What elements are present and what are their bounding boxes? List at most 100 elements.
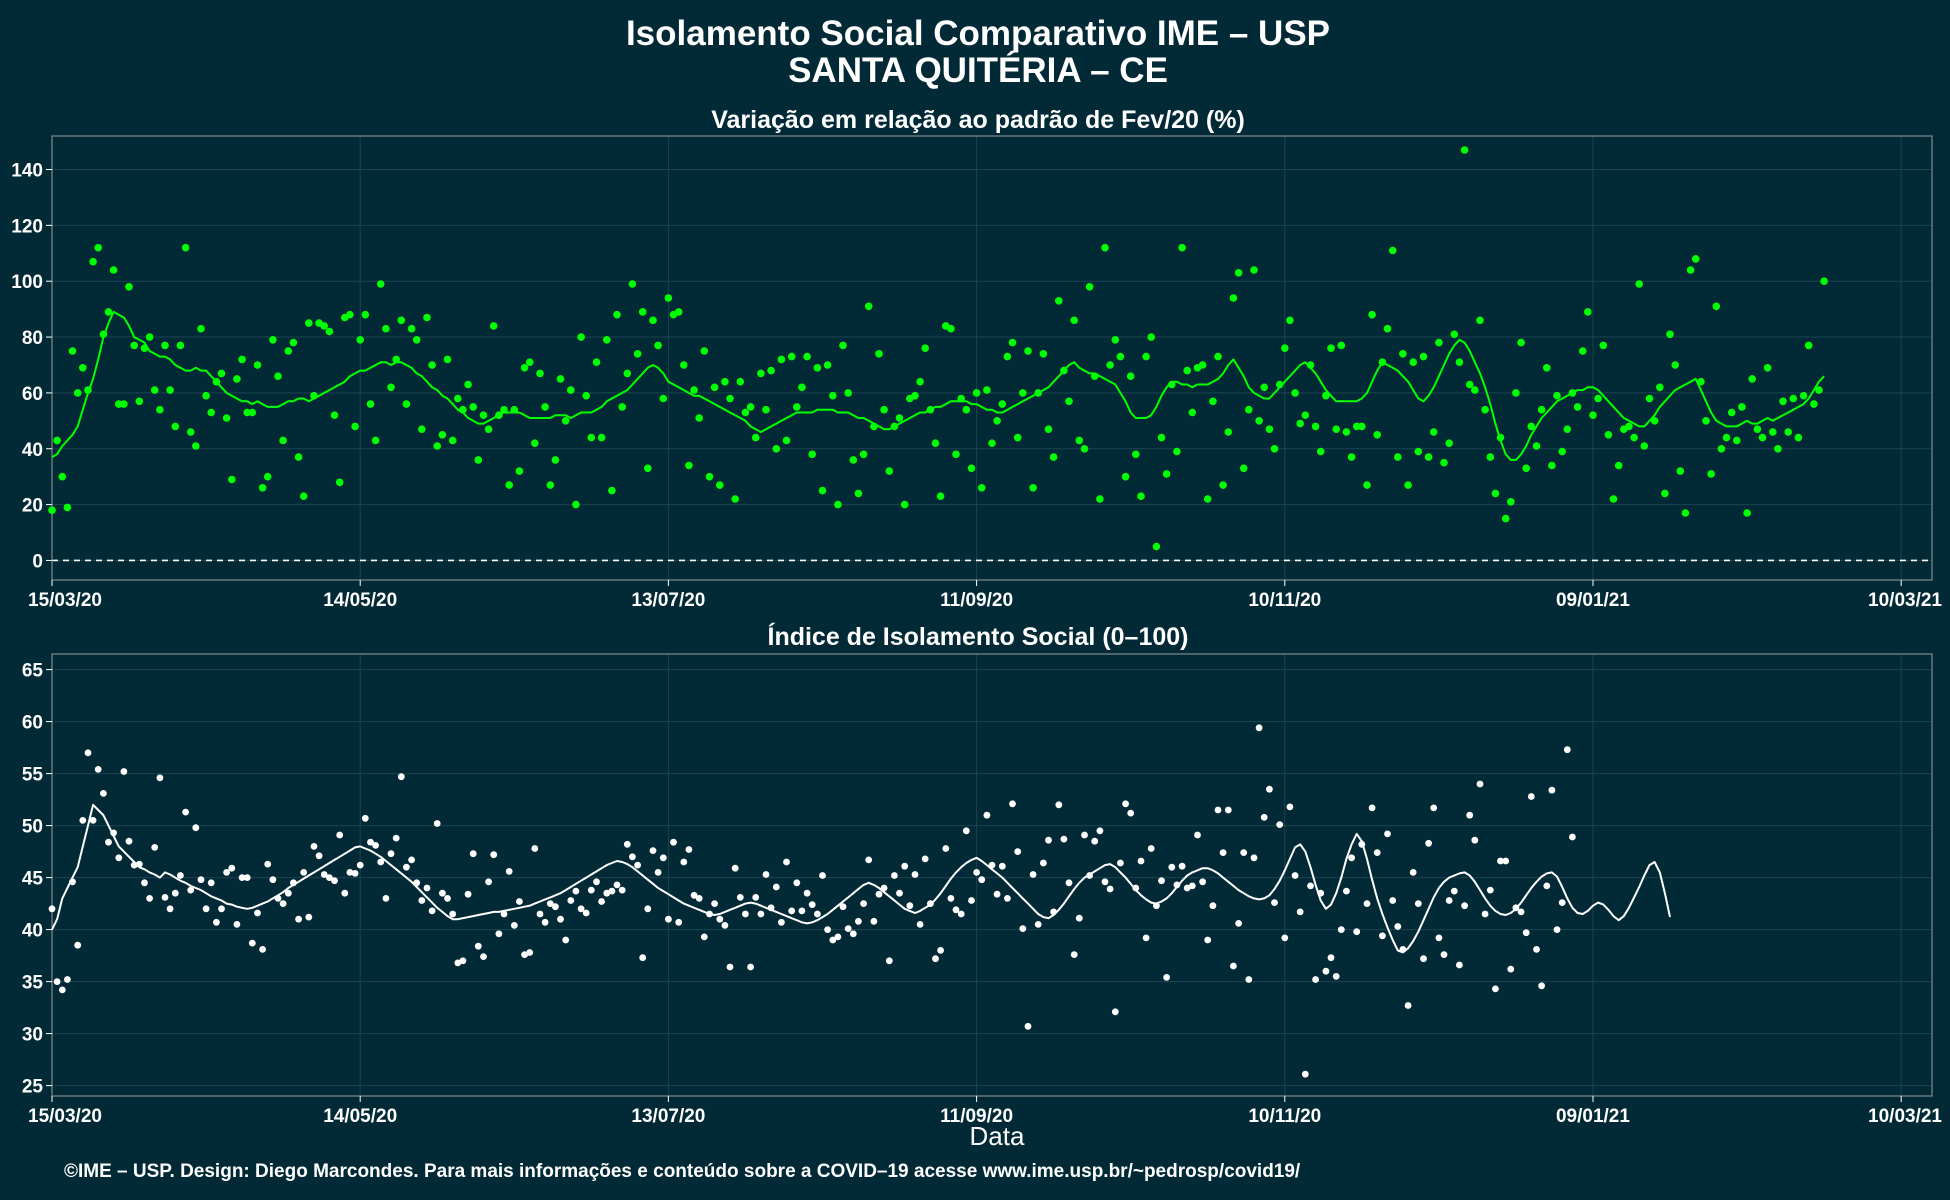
bottom-data-point xyxy=(834,933,842,941)
top-data-point xyxy=(1152,542,1161,551)
top-data-point xyxy=(1553,391,1561,400)
bottom-data-point xyxy=(860,900,867,907)
top-data-point xyxy=(736,377,745,386)
top-data-point xyxy=(721,377,729,386)
bottom-data-point xyxy=(1024,1022,1032,1030)
top-data-point xyxy=(1101,243,1109,252)
bottom-data-point xyxy=(1497,857,1504,865)
bottom-data-point xyxy=(1034,921,1042,928)
top-y-tick-label: 80 xyxy=(22,328,43,349)
top-data-point xyxy=(1183,366,1191,375)
bottom-data-point xyxy=(978,876,986,884)
bottom-data-point xyxy=(48,905,56,913)
x-axis-label: Data xyxy=(970,1121,1025,1151)
top-data-point xyxy=(1753,425,1762,434)
bottom-data-point xyxy=(1358,840,1366,848)
top-data-point xyxy=(1311,422,1320,431)
top-data-point xyxy=(433,442,442,450)
bottom-data-point xyxy=(254,909,261,917)
top-data-point xyxy=(1558,447,1566,456)
top-data-point xyxy=(1712,302,1721,311)
top-data-point xyxy=(109,266,118,274)
top-data-point xyxy=(1476,316,1484,325)
bottom-data-point xyxy=(973,869,980,876)
top-data-point xyxy=(161,341,169,350)
top-data-point xyxy=(962,405,971,414)
bottom-data-point xyxy=(105,838,112,846)
bottom-data-point xyxy=(793,879,801,887)
bottom-data-point xyxy=(670,838,677,846)
bottom-data-point xyxy=(156,774,164,782)
top-data-point xyxy=(782,436,791,445)
bottom-data-point xyxy=(921,855,929,863)
bottom-data-point xyxy=(1322,967,1330,975)
bottom-data-point xyxy=(367,838,374,846)
top-data-point xyxy=(335,478,344,487)
top-data-point xyxy=(1419,352,1428,361)
bottom-data-point xyxy=(1045,836,1052,844)
bottom-data-point xyxy=(444,895,451,902)
top-data-point xyxy=(320,322,329,330)
top-data-point xyxy=(361,310,370,319)
bottom-data-point xyxy=(269,876,277,884)
top-data-point xyxy=(1106,361,1114,369)
top-data-point xyxy=(1214,352,1222,361)
top-data-point xyxy=(1137,492,1145,501)
bottom-data-point xyxy=(1281,934,1289,942)
top-data-point xyxy=(156,405,164,414)
top-data-point xyxy=(808,450,816,459)
top-data-point xyxy=(654,341,662,350)
top-data-point xyxy=(921,344,929,353)
bottom-data-point xyxy=(1271,899,1278,906)
top-data-point xyxy=(366,400,375,408)
bottom-data-point xyxy=(839,903,847,911)
top-data-point xyxy=(1676,467,1685,475)
top-data-point xyxy=(1162,470,1171,478)
top-y-tick-label: 140 xyxy=(11,161,43,182)
top-data-point xyxy=(531,439,539,448)
bottom-data-point xyxy=(577,905,585,913)
top-data-point xyxy=(412,336,421,344)
bottom-data-point xyxy=(1009,800,1016,808)
bottom-data-point xyxy=(115,854,123,862)
bottom-data-point xyxy=(644,905,652,913)
top-data-point xyxy=(1173,447,1181,456)
bottom-data-point xyxy=(1122,800,1129,808)
bottom-data-point xyxy=(177,872,184,879)
bottom-data-point xyxy=(1096,827,1104,835)
top-data-point xyxy=(1465,380,1474,389)
top-data-point xyxy=(592,358,601,367)
bottom-data-point xyxy=(1558,899,1566,906)
bottom-data-point xyxy=(1481,910,1489,918)
bottom-data-point xyxy=(485,878,492,886)
top-data-point xyxy=(864,302,873,311)
bottom-data-point xyxy=(1307,882,1314,890)
bottom-data-point xyxy=(238,874,246,881)
bottom-data-point xyxy=(1379,932,1386,940)
bottom-data-point xyxy=(1219,849,1227,856)
bottom-data-point xyxy=(1266,785,1273,793)
bottom-data-point xyxy=(927,900,934,907)
bottom-data-point xyxy=(326,874,333,881)
top-data-point xyxy=(1265,425,1274,434)
top-data-point xyxy=(834,500,842,509)
top-data-point xyxy=(710,383,719,392)
bottom-data-point xyxy=(1111,1008,1119,1016)
bottom-data-point xyxy=(1543,882,1551,890)
top-data-point xyxy=(1804,341,1813,350)
top-data-point xyxy=(936,492,945,501)
bottom-data-point xyxy=(968,897,975,904)
top-data-point xyxy=(900,500,909,509)
bottom-data-point xyxy=(1137,857,1145,865)
top-data-point xyxy=(423,313,431,322)
bottom-data-point xyxy=(1409,869,1417,876)
bottom-data-point xyxy=(1091,837,1099,845)
bottom-plot-frame xyxy=(51,653,1933,1097)
top-data-point xyxy=(1245,405,1253,414)
top-data-point xyxy=(880,405,888,414)
bottom-data-point xyxy=(1158,877,1165,885)
top-data-point xyxy=(1322,391,1330,400)
top-data-point xyxy=(1260,383,1268,392)
top-data-point xyxy=(84,386,92,394)
top-data-point xyxy=(1794,433,1803,442)
